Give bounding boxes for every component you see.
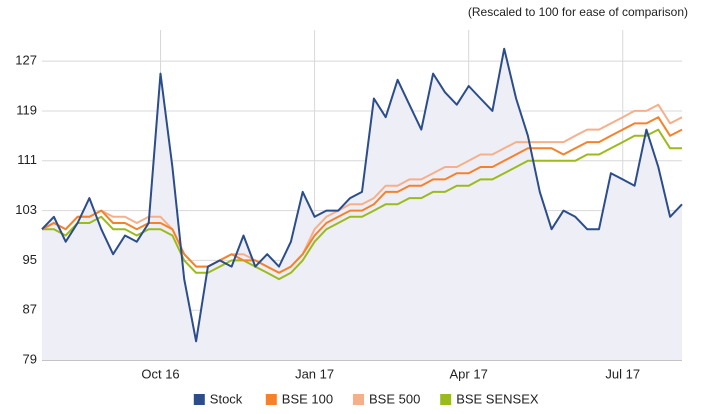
y-tick-label: 103 xyxy=(15,202,37,217)
series-line xyxy=(42,128,682,281)
legend-label: Stock xyxy=(210,391,243,406)
x-tick-label: Jan 17 xyxy=(295,366,334,381)
legend-swatch xyxy=(265,394,277,405)
legend-swatch xyxy=(193,394,205,405)
series-line xyxy=(41,47,683,343)
legend-label: BSE 500 xyxy=(369,391,420,406)
legend-swatch xyxy=(440,394,452,405)
legend-label: BSE SENSEX xyxy=(456,391,539,406)
x-tick-label: Oct 16 xyxy=(141,366,179,381)
legend-label: BSE 100 xyxy=(282,391,333,406)
y-tick-label: 79 xyxy=(23,351,37,366)
y-tick-label: 111 xyxy=(17,152,37,167)
y-tick-label: 127 xyxy=(15,53,37,68)
chart-subtitle: (Rescaled to 100 for ease of comparison) xyxy=(468,5,688,19)
x-tick-label: Apr 17 xyxy=(450,366,488,381)
x-tick-label: Jul 17 xyxy=(605,366,640,381)
y-tick-label: 87 xyxy=(23,302,37,317)
y-tick-label: 119 xyxy=(16,102,37,117)
y-tick-label: 95 xyxy=(23,252,37,267)
legend-swatch xyxy=(353,394,364,405)
